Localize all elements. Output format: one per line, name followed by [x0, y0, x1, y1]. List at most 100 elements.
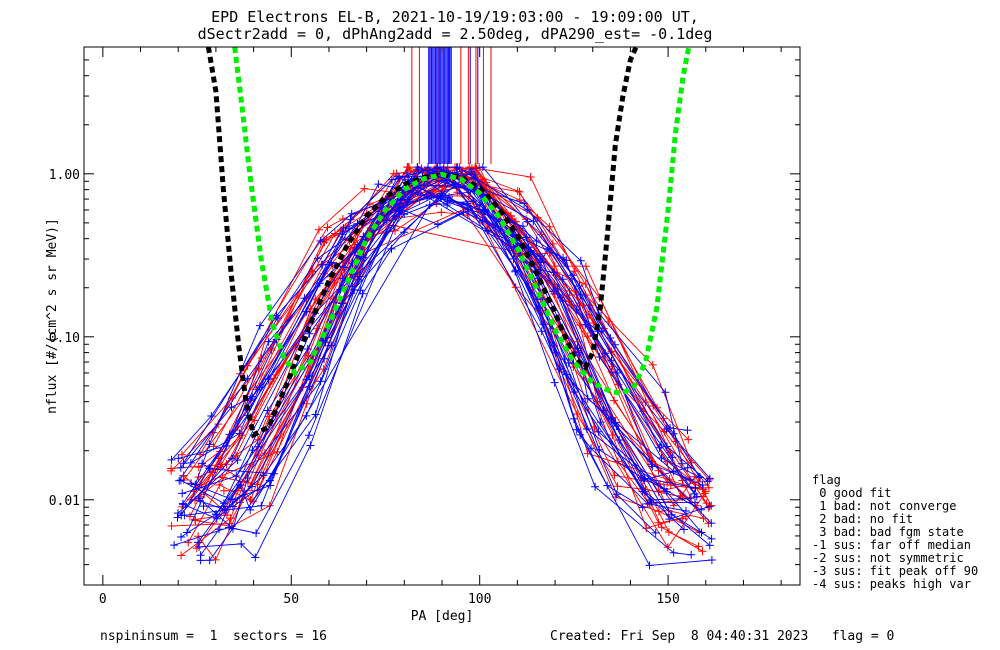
trace-point — [520, 199, 529, 208]
trace-point — [595, 353, 604, 361]
trace-point — [518, 222, 527, 231]
trace-point — [191, 480, 200, 489]
trace-line — [203, 175, 690, 508]
trace-point — [186, 458, 195, 467]
trace-point — [555, 365, 564, 374]
trace-group-trace_b — [167, 163, 716, 570]
trace-point — [356, 286, 365, 295]
trace-point — [393, 172, 402, 181]
trace-point — [187, 479, 196, 488]
trace-point — [360, 184, 369, 193]
trace-point — [305, 372, 314, 381]
trace-point — [178, 489, 187, 498]
trace-point — [167, 466, 176, 475]
trace-point — [198, 459, 207, 468]
trace-line — [182, 180, 688, 494]
trace-point — [320, 354, 329, 363]
trace-point — [233, 456, 242, 464]
trace-point — [641, 398, 650, 407]
trace-point — [263, 406, 272, 415]
trace-point — [306, 441, 315, 450]
trace-line — [171, 166, 683, 464]
trace-point — [594, 427, 603, 436]
trace-point — [638, 503, 647, 512]
trace-point — [582, 425, 591, 433]
trace-point — [483, 226, 492, 235]
trace-point — [215, 480, 224, 489]
trace-point — [199, 502, 208, 511]
trace-point — [311, 410, 320, 419]
trace-point — [346, 215, 355, 224]
trace-point — [179, 500, 187, 509]
trace-point — [565, 297, 574, 306]
y-tick-label: 0.10 — [49, 331, 80, 346]
trace-point — [339, 224, 348, 233]
trace-point — [581, 320, 590, 329]
trace-point — [382, 216, 391, 225]
trace-point — [179, 459, 188, 468]
trace-point — [352, 244, 361, 252]
trace-point — [696, 473, 705, 482]
trace-line — [200, 197, 711, 556]
flag-legend: flag 0 good fit 1 bad: not converge 2 ba… — [812, 473, 978, 591]
trace-point — [685, 494, 694, 503]
trace-point — [445, 193, 454, 202]
trace-point — [318, 260, 327, 269]
trace-point — [603, 481, 612, 490]
trace-point — [247, 482, 256, 491]
trace-line — [200, 185, 692, 561]
trace-point — [205, 464, 214, 473]
trace-point — [316, 237, 325, 245]
legend-entry: 2 bad: no fit — [812, 512, 913, 526]
trace-point — [433, 220, 442, 229]
trace-point — [478, 163, 487, 172]
trace-point — [320, 238, 329, 247]
trace-point — [316, 377, 325, 386]
trace-line — [255, 181, 689, 440]
x-tick-label: 150 — [656, 592, 679, 607]
x-tick-label: 0 — [99, 592, 107, 607]
trace-point — [537, 327, 546, 336]
trace-point — [459, 207, 468, 216]
trace-point — [698, 481, 707, 489]
trace-point — [657, 523, 666, 532]
trace-point — [610, 471, 619, 480]
trace-point — [323, 223, 332, 232]
trace-point — [389, 169, 398, 178]
trace-point — [683, 426, 692, 435]
trace-point — [355, 272, 364, 281]
trace-point — [194, 538, 202, 547]
trace-point — [462, 199, 471, 208]
trace-point — [511, 217, 520, 226]
trace-point — [235, 429, 244, 438]
trace-point — [191, 515, 199, 524]
trace-point — [653, 403, 662, 412]
trace-point — [642, 524, 651, 533]
trace-point — [669, 548, 678, 557]
trace-point — [470, 170, 479, 179]
trace-point — [662, 487, 671, 496]
trace-point — [613, 482, 622, 491]
trace-point — [638, 487, 647, 496]
trace-point — [545, 222, 554, 231]
trace-point — [225, 523, 233, 532]
trace-point — [176, 463, 185, 472]
trace-point — [682, 507, 690, 515]
trace-point — [511, 267, 520, 276]
trace-point — [338, 230, 347, 239]
trace-point — [526, 173, 535, 181]
trace-point — [345, 224, 354, 233]
fit-curve-2 — [232, 47, 692, 396]
trace-point — [576, 256, 585, 265]
trace-point — [667, 510, 676, 519]
trace-point — [655, 443, 664, 452]
trace-point — [684, 435, 693, 444]
trace-point — [302, 411, 311, 420]
x-axis-label: PA [deg] — [411, 609, 474, 624]
trace-point — [251, 553, 260, 562]
trace-point — [205, 556, 214, 565]
trace-point — [691, 483, 700, 492]
trace-point — [272, 311, 281, 320]
trace-point — [338, 274, 347, 283]
trace-point — [174, 509, 182, 518]
